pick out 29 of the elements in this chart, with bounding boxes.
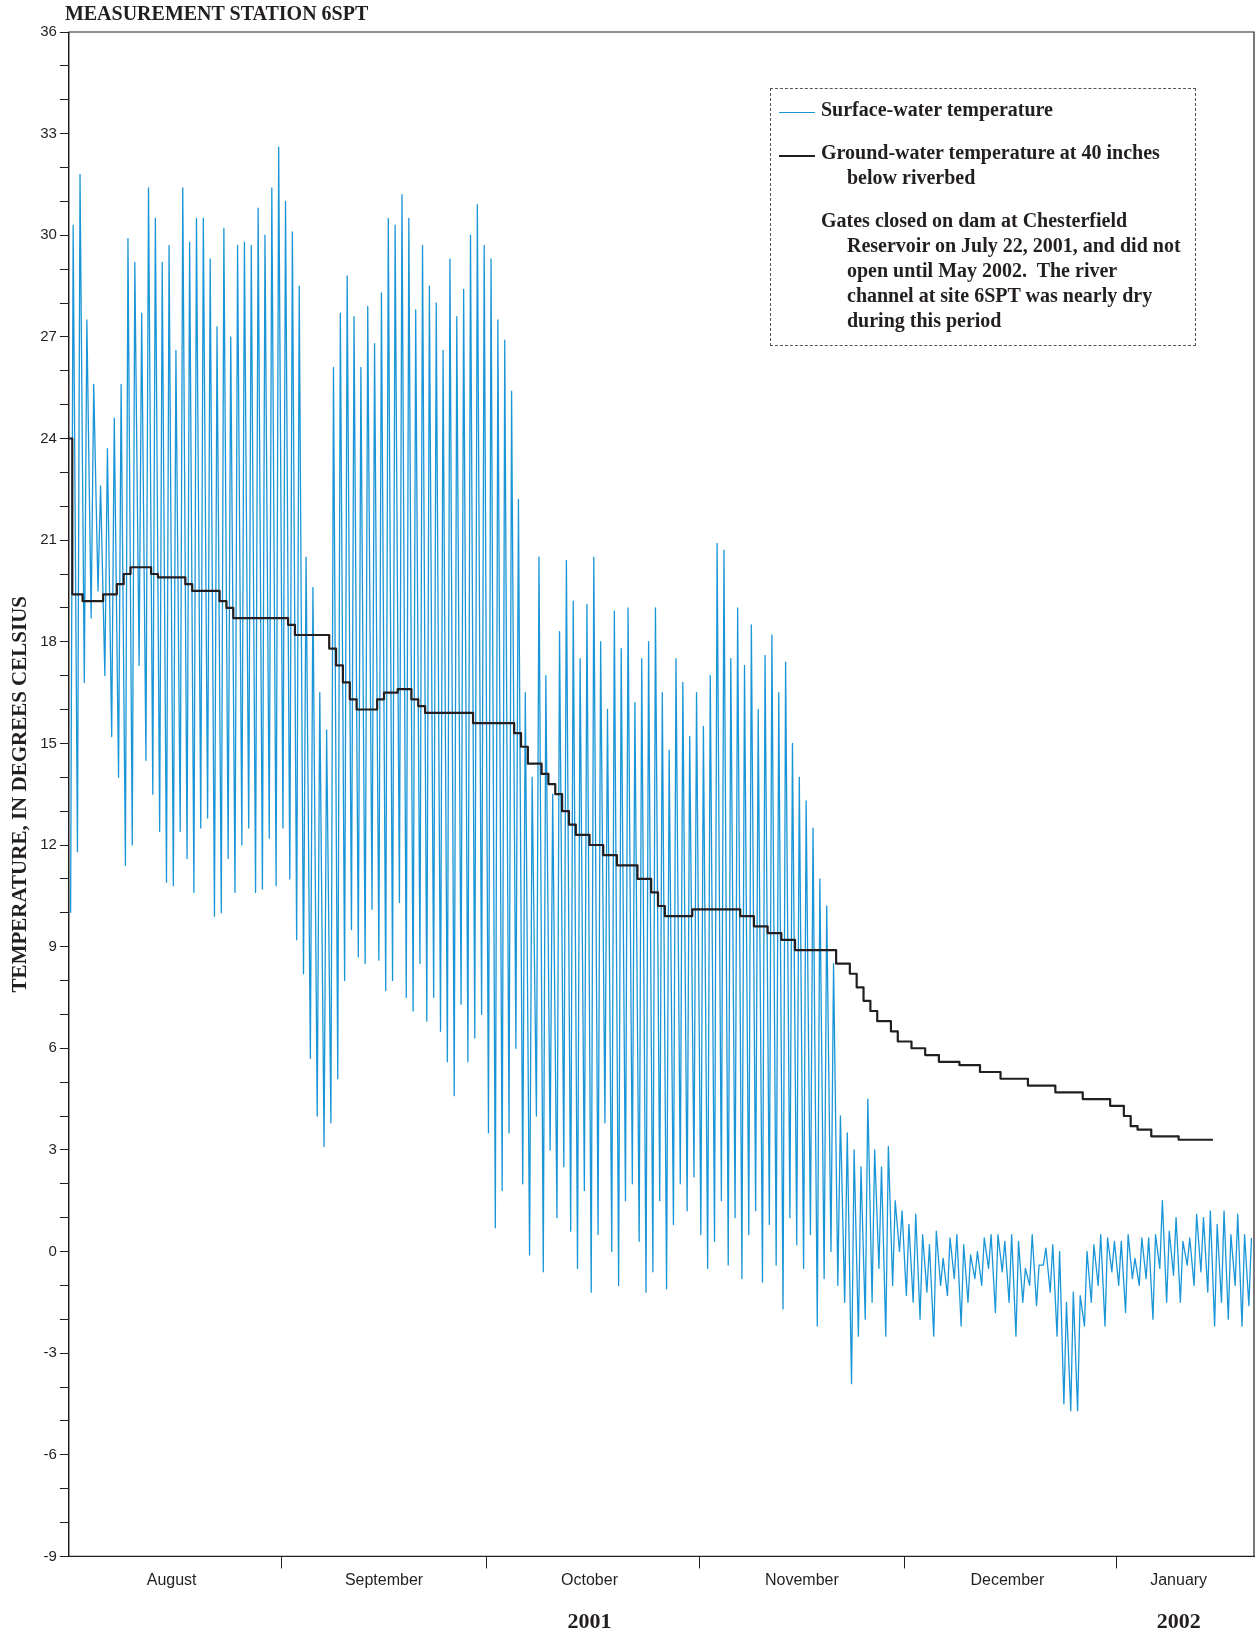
y-tick-label: 27 (40, 327, 57, 345)
x2-tick-label: 2001 (567, 1608, 612, 1634)
x-tick-label: December (970, 1571, 1045, 1589)
x-tick-label: September (344, 1571, 424, 1589)
x-tick-label: October (561, 1571, 619, 1589)
y-tick-label: 24 (40, 428, 57, 446)
x-tick-label: November (764, 1571, 840, 1589)
y-tick-label: -3 (43, 1343, 57, 1361)
y-tick-label: -9 (43, 1546, 57, 1564)
y-tick-label: -6 (43, 1444, 57, 1462)
y-tick-label: 33 (40, 123, 57, 141)
y-tick-label: 21 (40, 530, 57, 548)
legend-label: Surface-water temperature (821, 97, 1053, 122)
y-axis-title: TEMPERATURE, IN DEGREES CELSIUS (7, 596, 32, 993)
x2-tick-label: 2002 (1156, 1608, 1201, 1634)
y-tick-label: 30 (40, 225, 57, 243)
x-tick-label: August (146, 1571, 198, 1589)
y-tick-label: 12 (40, 835, 57, 853)
y-tick-label: 6 (48, 1038, 57, 1056)
y-tick-label: 15 (40, 733, 57, 751)
chart-title: MEASUREMENT STATION 6SPT (64, 2, 369, 25)
legend-label: Ground-water temperature at 40 inches below riverbed (821, 140, 1161, 190)
y-tick-label: 18 (40, 631, 57, 649)
y-tick-label: 9 (48, 936, 57, 954)
y-tick-label: 3 (48, 1140, 57, 1158)
x-tick-label: January (1150, 1571, 1208, 1589)
y-tick-label: 36 (40, 22, 57, 40)
annotation: Gates closed on dam at Chesterfield Reservoir on July 22, 2001, and did not open until May 2002. The river channel at site 6SPT was nearly dry during this period (821, 208, 1182, 333)
y-tick-label: 0 (48, 1241, 57, 1259)
